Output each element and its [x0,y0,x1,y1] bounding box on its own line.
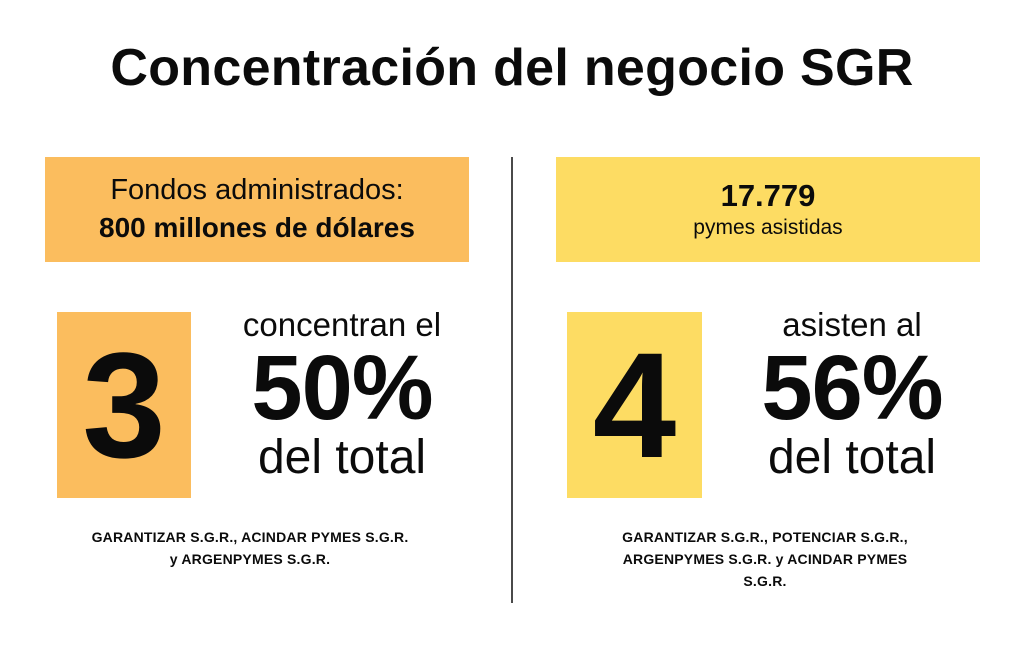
pymes-label: pymes asistidas [693,216,843,240]
left-count-digit: 3 [57,312,191,498]
right-stat-percent: 56% [761,337,943,440]
right-companies-line1: GARANTIZAR S.G.R., POTENCIAR S.G.R., [622,529,908,545]
right-count-digit: 4 [567,312,702,498]
left-companies-line2: y ARGENPYMES S.G.R. [169,551,331,567]
right-stat-bottom: del total [767,431,937,485]
left-companies-line1: GARANTIZAR S.G.R., ACINDAR PYMES S.G.R. [91,529,409,545]
column-divider [511,157,513,603]
left-stat-bottom: del total [257,431,427,485]
right-companies-line3: S.G.R. [743,573,787,589]
right-stat-top: asisten al [782,306,922,343]
right-companies: GARANTIZAR S.G.R., POTENCIAR S.G.R., ARG… [568,526,962,592]
right-companies-line2: ARGENPYMES S.G.R. y ACINDAR PYMES [622,551,908,567]
funds-label: Fondos administrados: [110,174,404,207]
page-title: Concentración del negocio SGR [110,39,914,97]
left-stat: concentran el 50% del total [207,306,477,485]
left-stat-percent: 50% [251,337,433,440]
left-stat-top: concentran el [242,306,442,343]
pymes-count: 17.779 [720,178,816,214]
right-stat: asisten al 56% del total [722,306,982,485]
left-companies: GARANTIZAR S.G.R., ACINDAR PYMES S.G.R. … [40,526,460,570]
pymes-box: 17.779 pymes asistidas [556,157,980,262]
funds-value: 800 millones de dólares [99,211,415,243]
funds-box: Fondos administrados: 800 millones de dó… [45,157,469,262]
